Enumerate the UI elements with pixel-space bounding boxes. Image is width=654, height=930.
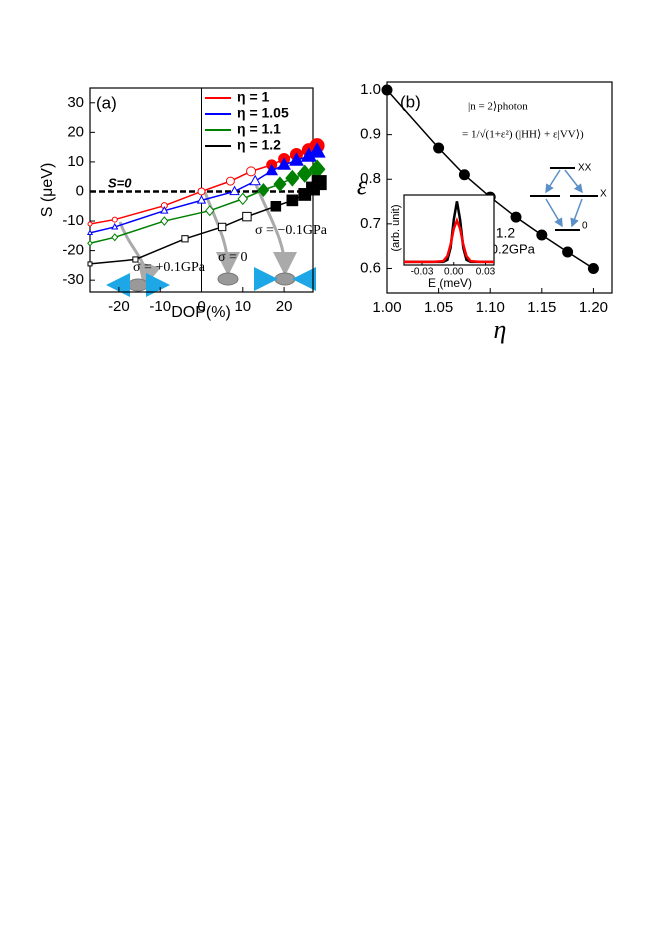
- marker: [587, 262, 599, 274]
- marker: [87, 261, 93, 267]
- x-tick-label: 1.15: [527, 299, 556, 316]
- series-line: [89, 168, 318, 244]
- marker: [257, 183, 270, 197]
- legend-label: η = 1.1: [237, 121, 281, 137]
- annotation: |n = 2⟩photon: [468, 101, 528, 113]
- marker: [237, 192, 249, 206]
- marker: [225, 176, 235, 186]
- marker: [277, 157, 291, 170]
- marker: [229, 185, 240, 196]
- marker: [111, 216, 118, 223]
- y-tick-label: -30: [62, 271, 84, 288]
- marker: [308, 142, 326, 158]
- y-tick-label: 10: [67, 153, 84, 170]
- y-axis-label: ε: [357, 171, 368, 200]
- chart: -20 -10 0 10 20 -30 -20 -10 0 10 20 30 DOP(%) S (μeV)…: [39, 87, 328, 321]
- annotation: S=0: [108, 175, 132, 190]
- marker: [562, 246, 574, 258]
- marker: [273, 176, 287, 192]
- x-tick-label: -20: [108, 298, 130, 315]
- marker: [217, 222, 227, 232]
- marker: [510, 211, 522, 223]
- plot-frame: [386, 81, 613, 294]
- marker: [270, 200, 282, 212]
- x-tick-label: 1.20: [579, 299, 608, 316]
- x-tick-label: 1.00: [372, 299, 401, 316]
- annotation: 0: [582, 221, 588, 232]
- x-tick-label: 0.00: [444, 267, 464, 278]
- marker: [381, 84, 393, 96]
- marker: [181, 235, 189, 243]
- y-axis-label: (arb. unit): [390, 204, 402, 251]
- marker: [160, 206, 169, 214]
- level-diagram: [530, 167, 598, 231]
- marker: [536, 229, 548, 241]
- marker: [433, 142, 445, 154]
- x-tick-label: -10: [149, 298, 171, 315]
- marker: [285, 169, 300, 187]
- y-tick-label: 0.7: [360, 215, 381, 232]
- marker: [87, 221, 93, 227]
- marker: [111, 222, 119, 230]
- y-tick-label: 0: [76, 182, 84, 199]
- legend-label: η = 1.2: [237, 137, 281, 153]
- x-tick-label: 10: [234, 298, 251, 315]
- marker: [289, 152, 304, 166]
- y-tick-label: -20: [62, 242, 84, 259]
- marker: [249, 174, 261, 186]
- marker: [296, 164, 313, 183]
- legend-label: η = 1: [237, 89, 270, 105]
- chart: -0.03 0.00 0.03 E (meV) (arb. unit): [390, 194, 496, 290]
- x-tick-label: 20: [276, 298, 293, 315]
- x-axis-label: DOP(%): [171, 304, 231, 321]
- x-axis-label: E (meV): [428, 276, 472, 290]
- marker: [458, 169, 470, 181]
- marker: [205, 205, 215, 217]
- x-tick-label: 0.03: [476, 267, 496, 278]
- annotation: (a): [96, 93, 117, 112]
- x-tick-label: 1.05: [424, 299, 453, 316]
- y-tick-label: 20: [67, 123, 84, 140]
- x-tick-label: -0.03: [411, 267, 434, 278]
- marker: [246, 166, 257, 177]
- marker: [242, 211, 252, 222]
- annotation: X: [600, 189, 607, 200]
- y-tick-label: 30: [67, 94, 84, 111]
- series-line: [404, 216, 494, 264]
- marker: [132, 256, 139, 263]
- x-axis-label: η: [494, 315, 507, 344]
- annotation: σ = −0.1GPa: [255, 223, 328, 238]
- x-tick-label: 1.10: [476, 299, 505, 316]
- marker: [160, 216, 169, 226]
- y-tick-label: 0.6: [360, 259, 381, 276]
- y-tick-label: 0.8: [360, 170, 381, 187]
- marker: [286, 194, 299, 207]
- annotation: σ = +0.1GPa: [133, 260, 206, 275]
- annotation: XX: [578, 163, 592, 174]
- marker: [111, 233, 119, 242]
- y-tick-label: 1.0: [360, 81, 381, 98]
- marker: [197, 187, 206, 196]
- plot-frame: [403, 194, 495, 266]
- marker: [87, 239, 93, 247]
- y-tick-label: -10: [62, 212, 84, 229]
- marker: [265, 163, 279, 176]
- x-tick-label: 0: [197, 298, 205, 315]
- annotation: (b): [400, 92, 421, 111]
- chart: 1.00 1.05 1.10 1.15 1.20 0.6 0.7 0.8 0.9 1.0 η ε (b)…: [357, 81, 613, 344]
- annotation: = 1/√(1+ε²) (|HH⟩ + ε|VV⟩): [462, 129, 584, 141]
- annotation: σ = 0: [218, 250, 247, 265]
- y-axis-label: S (μeV): [39, 163, 56, 218]
- marker: [311, 175, 327, 191]
- marker: [196, 195, 207, 204]
- y-tick-label: 0.9: [360, 126, 381, 143]
- legend-label: η = 1.05: [237, 105, 289, 121]
- marker: [86, 229, 94, 235]
